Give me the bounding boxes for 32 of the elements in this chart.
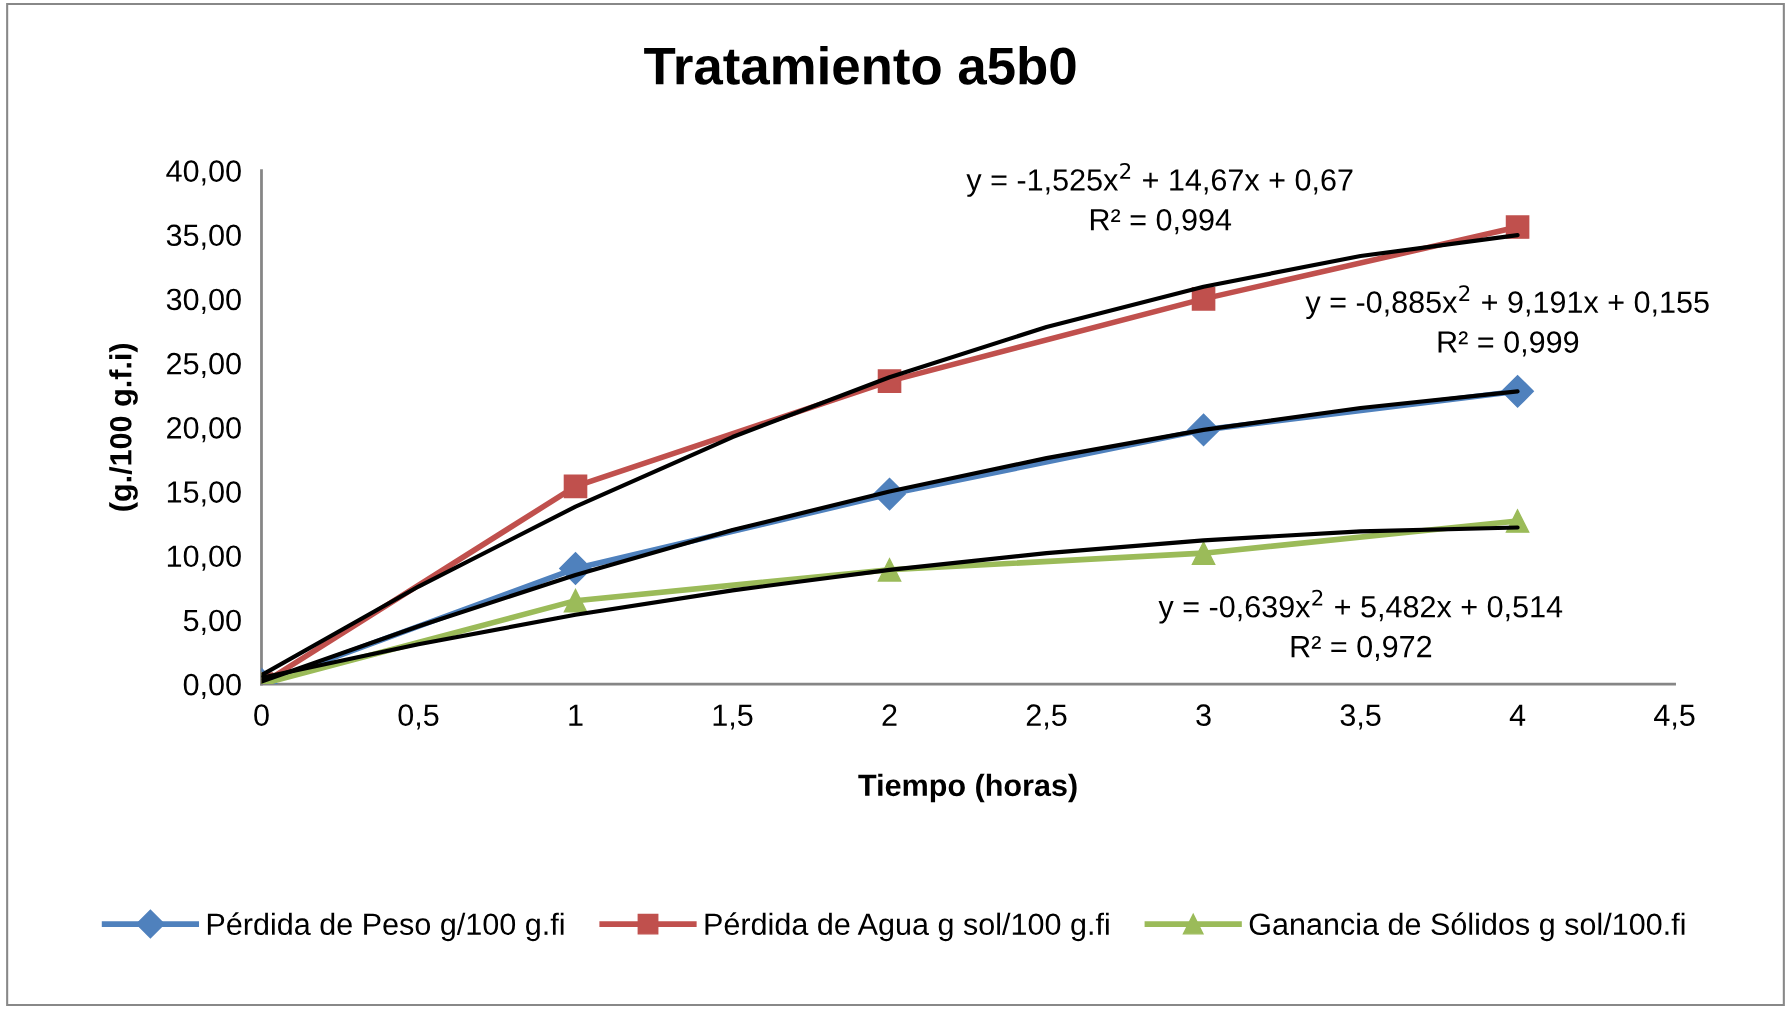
legend-label: Ganancia de Sólidos g sol/100.fi (1249, 912, 1685, 942)
x-tick-label: 2 (882, 704, 897, 726)
y-tick-label: 35,00 (166, 224, 241, 250)
y-tick-label: 0,00 (183, 673, 241, 700)
x-axis-title: Tiempo (horas) (858, 773, 1077, 803)
x-tick-label: 2,5 (1026, 704, 1067, 730)
x-tick-label: 4,5 (1654, 704, 1695, 730)
x-tick-label: 3,5 (1340, 704, 1381, 730)
annotation: y = -0,639x$^{2}$ + 5,482x + 0,514 R² = 0,972 (1158, 589, 1563, 662)
x-tick-label: 3 (1196, 704, 1211, 726)
x-tick-label: 1,5 (713, 704, 753, 730)
point (563, 588, 588, 613)
y-tick-label: 5,00 (183, 609, 241, 635)
y-tick-label: 20,00 (167, 417, 241, 443)
annotation: y = -1,525x$^{2}$ + 14,67x + 0,67 R² = 0,994 (966, 162, 1353, 235)
legend-label: Pérdida de Peso g/100 g.fi (207, 912, 564, 942)
point (563, 474, 588, 499)
y-tick-label: 40,00 (166, 160, 241, 186)
x-tick-label: 1 (569, 704, 583, 726)
x-tick-label: 0,5 (398, 704, 439, 730)
point (1191, 541, 1216, 565)
y-tick-label: 15,00 (167, 481, 241, 507)
y-tick-label: 10,00 (167, 545, 241, 571)
x-tick-label: 4 (1509, 704, 1526, 726)
y-tick-label: 25,00 (167, 352, 241, 379)
y-tick-label: 30,00 (166, 288, 241, 314)
annotation: y = -0,885x$^{2}$ + 9,191x + 0,155 R² = 0,999 (1305, 285, 1709, 357)
legend-label: Pérdida de Agua g sol/100 g.fi (705, 912, 1109, 942)
point (1191, 287, 1216, 311)
chart-title: Tratamiento a5b0 (644, 46, 1076, 85)
x-tick-label: 0 (254, 704, 269, 726)
y-axis-title: (g./100 g.f.i) (109, 343, 138, 511)
